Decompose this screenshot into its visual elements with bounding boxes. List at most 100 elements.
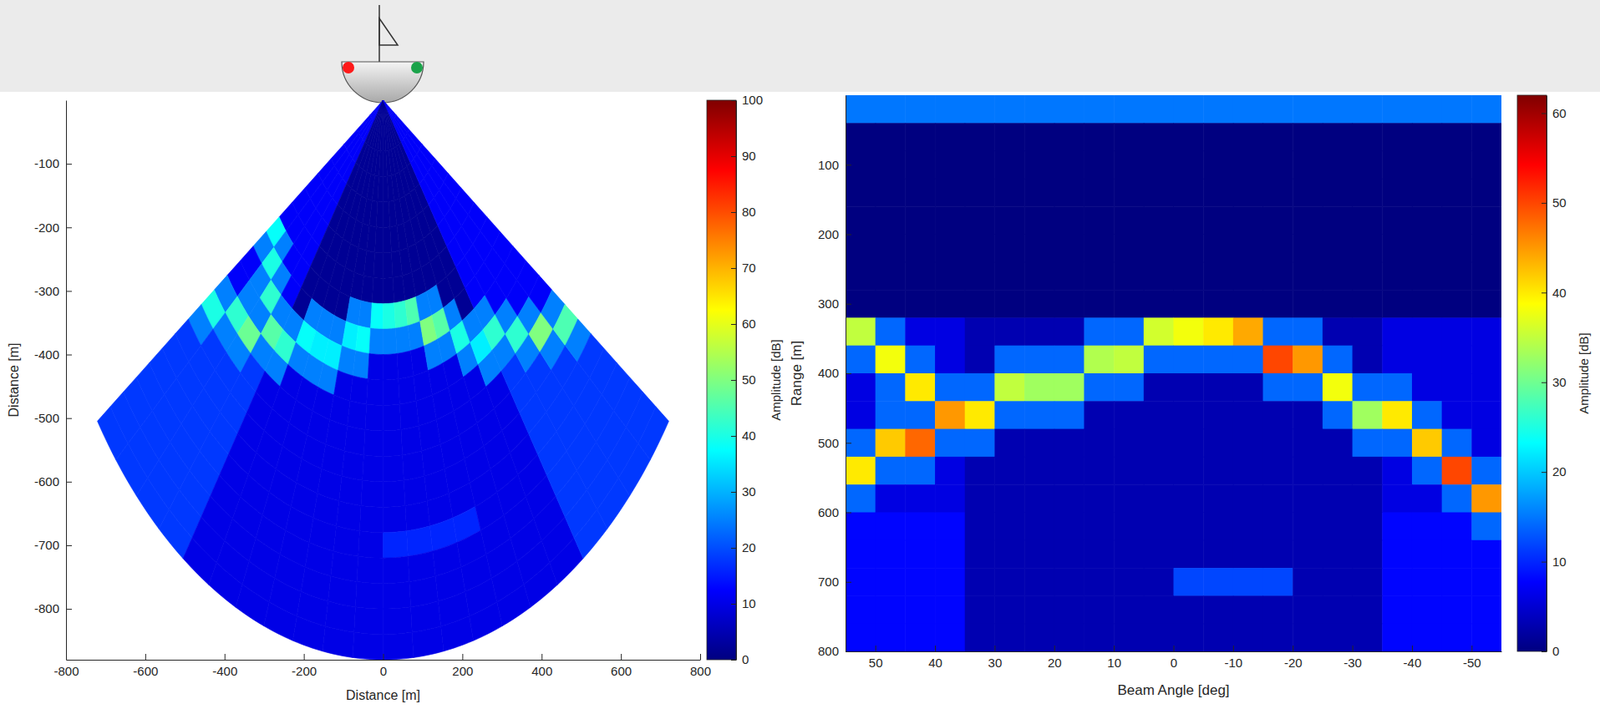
y-tick-mark [66, 545, 72, 547]
x-tick-label: -600 [132, 664, 158, 679]
cell [1203, 95, 1234, 124]
cell [358, 531, 384, 559]
cell [1143, 122, 1174, 152]
cell [1352, 317, 1383, 346]
colorbar-tick-label: 10 [741, 596, 757, 611]
x-tick-mark [383, 654, 385, 661]
cell [1173, 540, 1204, 569]
x-tick-mark [934, 645, 936, 652]
cell [208, 563, 243, 608]
cell [363, 429, 383, 457]
colorbar-tick-mark [731, 660, 737, 661]
colorbar-axis: 0102030405060 [1541, 96, 1567, 660]
colorbar-tick-mark [731, 604, 737, 605]
cell [1203, 289, 1234, 319]
cell [1233, 317, 1264, 346]
cell [1113, 178, 1144, 208]
cell [1471, 595, 1502, 625]
cell [1024, 95, 1055, 124]
cell [1412, 206, 1443, 235]
colorbar [706, 100, 737, 661]
y-tick: 300 [817, 296, 852, 311]
cell [469, 602, 503, 641]
cell [1442, 178, 1473, 208]
cell [354, 607, 384, 635]
colorbar-tick-label: 100 [741, 92, 763, 107]
cell [1173, 429, 1204, 458]
cell [1352, 484, 1383, 514]
cell [1263, 95, 1294, 124]
colorbar-tick-label: 20 [741, 540, 757, 555]
cell [1471, 178, 1502, 208]
cell [845, 317, 876, 346]
cell [1352, 429, 1383, 458]
cell [1471, 429, 1502, 458]
cell [1143, 484, 1174, 514]
cell [1054, 568, 1085, 597]
cell [1292, 178, 1323, 208]
cell [965, 484, 996, 514]
cell [875, 429, 906, 458]
x-tick-label: -200 [291, 664, 317, 679]
cell [904, 429, 935, 458]
cell [1054, 484, 1085, 514]
colorbar-tick-label: 0 [741, 652, 749, 667]
cell [1083, 624, 1114, 652]
cell [1173, 289, 1204, 319]
cell [1113, 373, 1144, 402]
cell [383, 556, 410, 585]
x-tick-label: 800 [690, 664, 712, 679]
cell [994, 234, 1025, 264]
port-light [342, 61, 355, 74]
cell [904, 234, 935, 264]
cell [383, 303, 397, 330]
colorbar-tick-mark [1541, 382, 1547, 384]
cell [1083, 262, 1114, 291]
x-tick: -10 [1224, 645, 1244, 671]
cell [845, 624, 876, 652]
cell [1322, 95, 1353, 124]
cell [1203, 262, 1234, 291]
cell [965, 457, 996, 486]
cell [1412, 373, 1443, 402]
x-tick-label: -400 [212, 664, 238, 679]
y-tick-mark [845, 582, 852, 584]
flag [379, 18, 398, 46]
cell [1263, 234, 1294, 264]
cell [845, 568, 876, 597]
cell [1203, 317, 1234, 346]
cell [1442, 513, 1473, 542]
cell [1054, 178, 1085, 208]
cell [875, 401, 906, 430]
cell [965, 624, 996, 652]
cell [402, 451, 425, 481]
cell [1471, 345, 1502, 375]
x-tick-mark [1173, 645, 1175, 652]
cell [1113, 289, 1144, 319]
cell [934, 429, 966, 458]
cell [373, 252, 384, 279]
cell [355, 325, 371, 354]
cell [1381, 151, 1413, 180]
y-tick-mark [66, 290, 72, 292]
y-tick-mark [66, 227, 72, 229]
cell [1292, 568, 1323, 597]
cell [355, 581, 383, 610]
cell [1173, 624, 1204, 652]
hull [341, 61, 424, 103]
cell [1471, 317, 1502, 346]
cell [845, 429, 876, 458]
cell [1173, 595, 1204, 625]
cell [1442, 540, 1473, 569]
cell [1203, 429, 1234, 458]
x-tick: 600 [610, 654, 632, 679]
cell [1442, 206, 1473, 235]
cell [264, 602, 298, 641]
x-axis: 50403020100-10-20-30-40-50 [846, 645, 1503, 671]
colorbar-tick: 40 [1541, 285, 1567, 300]
cell [994, 484, 1025, 514]
cell [904, 206, 935, 235]
cell [366, 225, 377, 253]
cell [934, 345, 966, 375]
cell [1203, 401, 1234, 430]
